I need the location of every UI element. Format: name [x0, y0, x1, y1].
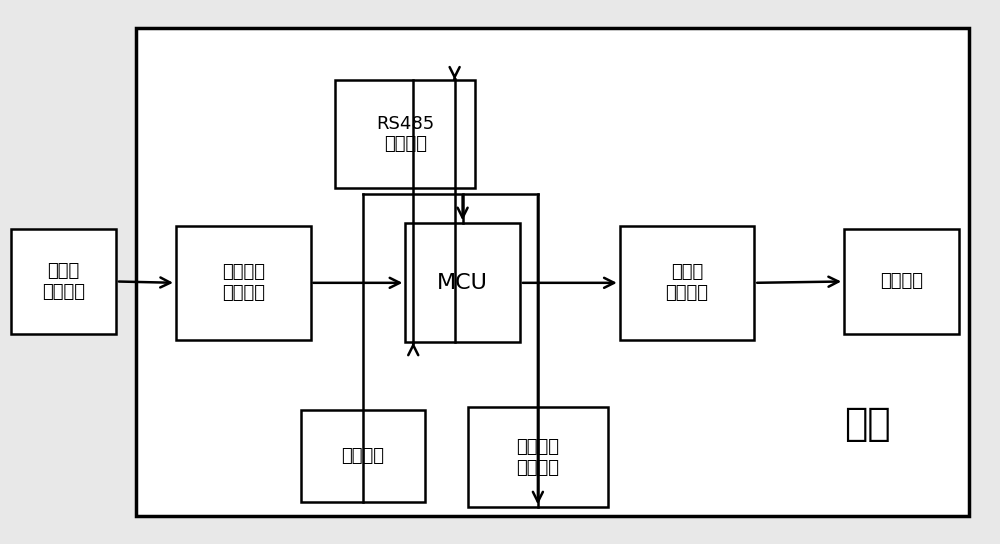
Text: 板内: 板内: [844, 405, 891, 442]
Bar: [136, 28, 969, 516]
Bar: [468, 407, 608, 508]
Bar: [335, 80, 475, 188]
Bar: [620, 226, 754, 339]
Bar: [301, 410, 425, 502]
Text: RS485
通讯电路: RS485 通讯电路: [376, 115, 434, 153]
Text: MCU: MCU: [437, 273, 488, 293]
Bar: [11, 228, 116, 334]
Bar: [405, 223, 520, 342]
Text: 锁位状态
指示电路: 锁位状态 指示电路: [516, 438, 559, 477]
Text: 锁位状态
采集电路: 锁位状态 采集电路: [222, 263, 265, 302]
Bar: [176, 226, 311, 339]
Text: 捌丝器
输入信号: 捌丝器 输入信号: [42, 262, 85, 301]
Text: 锁位切丝: 锁位切丝: [880, 273, 923, 290]
Bar: [844, 228, 959, 334]
Text: 切丝器
驱动电路: 切丝器 驱动电路: [665, 263, 708, 302]
Text: 电源电路: 电源电路: [341, 447, 384, 465]
